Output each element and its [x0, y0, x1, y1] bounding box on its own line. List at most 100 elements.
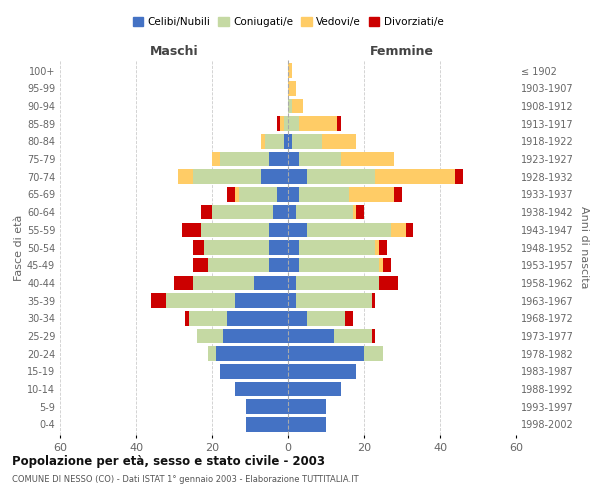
Bar — [254, 276, 288, 290]
Bar — [288, 187, 299, 202]
Bar — [341, 152, 394, 166]
Bar — [212, 152, 220, 166]
Bar — [288, 64, 292, 78]
Bar — [151, 294, 166, 308]
Bar — [376, 240, 379, 255]
Bar — [200, 205, 212, 220]
Bar — [371, 294, 376, 308]
Bar — [394, 187, 402, 202]
Bar — [288, 276, 296, 290]
Bar — [334, 328, 371, 343]
Bar — [299, 152, 341, 166]
Bar — [208, 258, 269, 272]
Bar — [208, 346, 216, 361]
Bar — [174, 276, 193, 290]
Bar — [262, 134, 265, 148]
Bar — [288, 417, 326, 432]
Bar — [227, 187, 235, 202]
Bar — [288, 382, 341, 396]
Bar — [307, 170, 376, 184]
Bar — [269, 240, 288, 255]
Bar — [349, 187, 394, 202]
Bar — [273, 205, 288, 220]
Bar — [288, 240, 299, 255]
Bar — [292, 134, 322, 148]
Bar — [235, 187, 239, 202]
Bar — [356, 205, 364, 220]
Bar — [296, 294, 371, 308]
Bar — [193, 240, 205, 255]
Bar — [353, 205, 356, 220]
Bar — [345, 311, 353, 326]
Bar — [246, 400, 288, 414]
Bar — [197, 328, 223, 343]
Bar — [364, 346, 383, 361]
Bar — [246, 417, 288, 432]
Bar — [337, 116, 341, 131]
Text: Maschi: Maschi — [149, 45, 199, 58]
Bar — [189, 311, 227, 326]
Bar — [406, 222, 413, 237]
Bar — [223, 328, 288, 343]
Bar — [280, 116, 284, 131]
Y-axis label: Fasce di età: Fasce di età — [14, 214, 24, 280]
Bar — [185, 311, 189, 326]
Bar — [265, 134, 284, 148]
Bar — [288, 258, 299, 272]
Bar — [200, 222, 269, 237]
Bar — [235, 382, 288, 396]
Bar — [182, 222, 200, 237]
Bar — [205, 240, 269, 255]
Bar — [371, 328, 376, 343]
Text: Popolazione per età, sesso e stato civile - 2003: Popolazione per età, sesso e stato civil… — [12, 455, 325, 468]
Bar — [284, 116, 288, 131]
Bar — [262, 170, 288, 184]
Bar — [288, 222, 307, 237]
Bar — [455, 170, 463, 184]
Bar — [288, 98, 292, 113]
Bar — [299, 240, 376, 255]
Bar — [379, 276, 398, 290]
Bar — [376, 170, 455, 184]
Bar — [383, 258, 391, 272]
Bar — [220, 152, 269, 166]
Bar — [288, 294, 296, 308]
Bar — [299, 187, 349, 202]
Bar — [288, 205, 296, 220]
Bar — [307, 311, 345, 326]
Bar — [379, 258, 383, 272]
Bar — [288, 364, 356, 378]
Bar — [288, 346, 364, 361]
Bar — [288, 152, 299, 166]
Bar — [288, 311, 307, 326]
Bar — [284, 134, 288, 148]
Bar — [227, 311, 288, 326]
Bar — [299, 258, 379, 272]
Bar — [178, 170, 193, 184]
Bar — [288, 170, 307, 184]
Y-axis label: Anni di nascita: Anni di nascita — [579, 206, 589, 289]
Text: Femmine: Femmine — [370, 45, 434, 58]
Bar — [269, 222, 288, 237]
Bar — [296, 205, 353, 220]
Bar — [288, 400, 326, 414]
Bar — [239, 187, 277, 202]
Bar — [288, 328, 334, 343]
Bar — [288, 116, 299, 131]
Bar — [235, 294, 288, 308]
Bar — [296, 276, 379, 290]
Bar — [216, 346, 288, 361]
Bar — [166, 294, 235, 308]
Legend: Celibi/Nubili, Coniugati/e, Vedovi/e, Divorziati/e: Celibi/Nubili, Coniugati/e, Vedovi/e, Di… — [128, 12, 448, 31]
Bar — [322, 134, 356, 148]
Bar — [288, 134, 292, 148]
Bar — [269, 152, 288, 166]
Bar — [379, 240, 387, 255]
Bar — [391, 222, 406, 237]
Bar — [288, 81, 296, 96]
Bar — [269, 258, 288, 272]
Bar — [220, 364, 288, 378]
Text: COMUNE DI NESSO (CO) - Dati ISTAT 1° gennaio 2003 - Elaborazione TUTTITALIA.IT: COMUNE DI NESSO (CO) - Dati ISTAT 1° gen… — [12, 475, 359, 484]
Bar — [299, 116, 337, 131]
Bar — [193, 170, 262, 184]
